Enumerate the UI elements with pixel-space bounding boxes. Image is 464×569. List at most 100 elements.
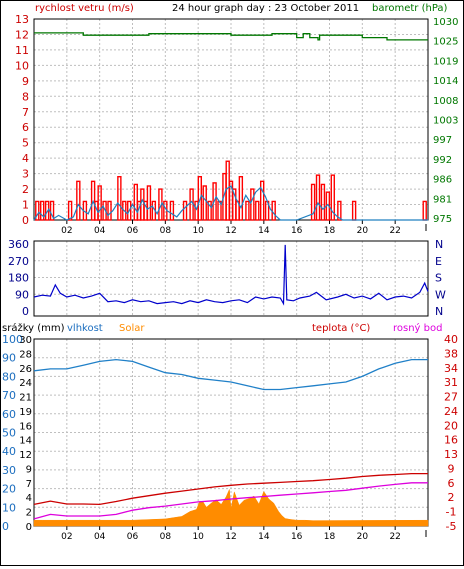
humidity-label: vlhkost [67, 323, 103, 334]
temperature-axis-tick: 31 [444, 376, 458, 389]
humidity-axis-tick: 30 [2, 464, 16, 477]
x-tick-label: 10 [192, 226, 204, 236]
temperature-axis-tick: -5 [446, 520, 457, 533]
temperature-axis-tick: 6 [448, 477, 455, 490]
compass-axis-tick: W [435, 288, 446, 301]
rain-axis-tick: 0 [26, 522, 32, 533]
gust-bar [259, 180, 265, 221]
rain-axis-tick: 30 [19, 335, 32, 346]
x-tick-label: 08 [160, 226, 172, 236]
wind-axis-tick: 6 [22, 121, 29, 134]
rain-axis-tick: 16 [19, 421, 32, 432]
humidity-axis-tick: 70 [2, 389, 16, 402]
chart-title: 24 hour graph day : 23 October 2011 [172, 3, 359, 14]
temperature-axis-tick: 24 [444, 405, 458, 418]
gust-bar [182, 200, 188, 221]
barometer-axis-tick: 1025 [433, 37, 458, 48]
x-tick-label: 02 [61, 226, 72, 236]
rain-axis-tick: 7 [26, 479, 32, 490]
gust-bar [245, 200, 250, 221]
wind-axis-tick: 4 [22, 152, 29, 165]
gust-bar [330, 174, 335, 221]
barometer-axis-tick: 1014 [433, 76, 458, 87]
x-tick-label: 12 [225, 532, 236, 542]
compass-axis-tick: E [435, 255, 442, 268]
barometer-axis-tick: 981 [433, 194, 452, 205]
temperature-axis-tick: 27 [444, 391, 458, 404]
gust-bar [202, 185, 207, 221]
gust-bar [44, 200, 50, 221]
barometer-axis-tick: 992 [433, 155, 452, 166]
temperature-axis-tick: 13 [444, 448, 458, 461]
x-tick-label: 08 [160, 532, 172, 542]
gust-bar [310, 183, 316, 221]
gust-bar [320, 183, 326, 221]
x-tick-label: 12 [225, 226, 236, 236]
temperature-axis-tick: 40 [444, 333, 458, 346]
gust-bar [90, 180, 96, 221]
temperature-axis-tick: 2 [448, 491, 455, 504]
wind-direction-line [33, 244, 429, 306]
humidity-axis-tick: 90 [2, 352, 16, 365]
temperature-axis-tick: 20 [444, 419, 458, 432]
x-tick-label: 06 [127, 226, 139, 236]
temperature-label: teplota (°C) [312, 323, 370, 334]
temperature-axis-tick: 38 [444, 347, 458, 360]
humidity-axis-tick: 20 [2, 483, 16, 496]
humidity-axis-tick: 50 [2, 427, 16, 440]
gust-bar [35, 200, 40, 221]
plot-border [33, 240, 429, 317]
x-tick-label: 22 [389, 532, 400, 542]
rain-axis-tick: 12 [19, 450, 32, 461]
wind-axis-tick: 10 [15, 59, 29, 72]
gust-bar [107, 200, 112, 221]
gust-bar [250, 188, 255, 221]
rain-axis-label: srážky (mm) [2, 322, 65, 334]
wind-axis-tick: 5 [22, 137, 29, 150]
dewpoint-line [33, 482, 428, 520]
barometer-axis-tick: 986 [433, 175, 452, 186]
dewpoint-label: rosný bod [393, 322, 442, 334]
gust-bar [207, 200, 212, 221]
x-tick-label: 16 [291, 226, 303, 236]
rain-axis-tick: 28 [19, 349, 32, 360]
rain-axis-tick: 2 [26, 508, 32, 519]
gust-bar [197, 176, 203, 221]
wind-axis-tick: 7 [22, 106, 29, 119]
rain-axis-tick: 26 [19, 364, 32, 375]
x-tick-label: 20 [357, 532, 369, 542]
gust-bar [315, 174, 321, 221]
barometer-line [34, 32, 428, 41]
rain-axis-tick: 19 [19, 407, 32, 418]
rain-axis-tick: 24 [19, 378, 32, 389]
wind-axis-label: rychlost vetru (m/s) [35, 3, 134, 14]
compass-axis-tick: N [435, 238, 443, 251]
x-tick-label: 16 [291, 532, 303, 542]
x-tick-label: 04 [94, 532, 106, 542]
compass-axis-tick: S [435, 272, 442, 285]
temperature-axis-tick: 34 [444, 362, 458, 375]
gust-bar [212, 182, 217, 221]
compass-axis-tick: N [435, 305, 443, 318]
x-tick-label: 14 [258, 226, 270, 236]
rain-axis-tick: 4 [26, 493, 32, 504]
humidity-axis-tick: 60 [2, 408, 16, 421]
wind-average-line [33, 185, 428, 221]
gust-bar [146, 185, 152, 221]
x-tick-label: 20 [357, 226, 369, 236]
rain-axis-tick: 21 [19, 393, 32, 404]
wind-axis-tick: 13 [15, 13, 29, 26]
gust-bar [169, 200, 175, 221]
x-tick-label: 18 [324, 226, 336, 236]
rain-axis-tick: 9 [26, 464, 32, 475]
solar-label: Solar [119, 323, 145, 334]
wind-axis-tick: 1 [22, 199, 29, 212]
temperature-axis-tick: 9 [448, 462, 455, 475]
direction-axis-tick: 270 [8, 255, 29, 268]
wind-axis-tick: 8 [22, 90, 29, 103]
x-tick-label: 22 [389, 226, 400, 236]
gust-bar [337, 200, 342, 221]
x-tick-label: 18 [324, 532, 336, 542]
